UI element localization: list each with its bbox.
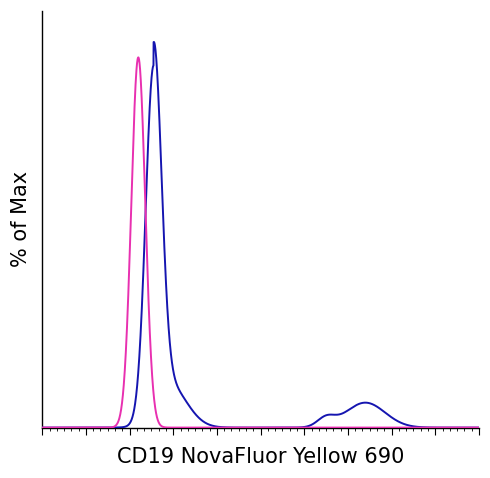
Y-axis label: % of Max: % of Max bbox=[11, 171, 31, 267]
X-axis label: CD19 NovaFluor Yellow 690: CD19 NovaFluor Yellow 690 bbox=[117, 447, 404, 467]
